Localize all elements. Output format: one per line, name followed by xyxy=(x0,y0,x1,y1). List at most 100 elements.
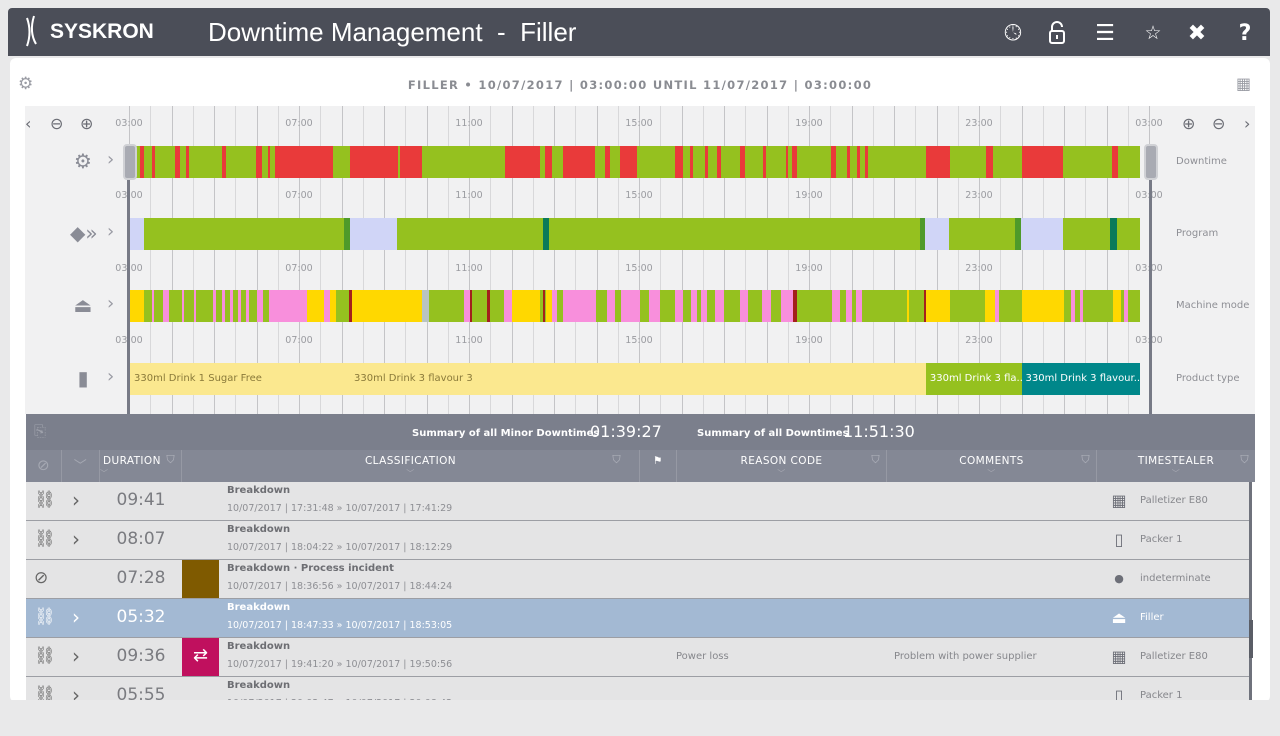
zoom-out-icon[interactable]: ⊖ xyxy=(50,114,64,133)
timeline-segment[interactable] xyxy=(716,146,722,178)
sort-icon[interactable]: ﹀ xyxy=(987,469,996,478)
timeline-segment[interactable] xyxy=(607,290,615,322)
timeline-segment[interactable] xyxy=(563,146,596,178)
timeline-segment[interactable] xyxy=(400,146,423,178)
timeline-segment[interactable] xyxy=(762,146,766,178)
flag-column-header[interactable]: ⚑ xyxy=(640,450,677,482)
timestealer-column-header[interactable]: TIMESTEALER ⛉ ﹀ xyxy=(1097,450,1255,482)
sort-icon[interactable]: ﹀ xyxy=(406,469,415,478)
link-icon[interactable]: ⛓ xyxy=(34,607,56,627)
timeline-segment[interactable] xyxy=(130,290,144,322)
table-row[interactable]: ⛓ › 09:36 ⇄ Breakdown 10/07/2017 | 19:41:20 »… xyxy=(26,638,1250,677)
table-row[interactable]: ⛓ › 08:07 Breakdown 10/07/2017 | 18:04:22 » … xyxy=(26,521,1250,560)
timeline-segment[interactable] xyxy=(792,290,797,322)
timeline-segment[interactable] xyxy=(740,290,749,322)
expand-all-icon[interactable]: ﹀ xyxy=(62,450,100,482)
scroll-left-icon[interactable]: ‹ xyxy=(25,114,32,133)
timeline-segment[interactable] xyxy=(323,290,331,322)
timeline-segment[interactable] xyxy=(1020,218,1064,250)
table-row[interactable]: ⊘ 07:28 Breakdown · Process incident 10/07/… xyxy=(26,560,1250,599)
timeline-segment[interactable] xyxy=(350,218,397,250)
timeline-segment[interactable] xyxy=(920,218,926,250)
timeline-segment[interactable] xyxy=(906,290,909,322)
timeline-segment[interactable] xyxy=(648,290,661,322)
filter-icon[interactable]: ⛉ xyxy=(166,453,175,466)
timeline-segment[interactable] xyxy=(175,146,180,178)
timeline-segment[interactable] xyxy=(306,290,324,322)
timeline-segment[interactable] xyxy=(194,290,197,322)
timeline-segment[interactable] xyxy=(740,146,746,178)
expand-row-chevron-icon[interactable]: › xyxy=(107,149,115,170)
star-icon[interactable]: ☆ xyxy=(1144,22,1162,44)
timeline-segment[interactable] xyxy=(780,290,793,322)
timeline-segment[interactable] xyxy=(512,290,540,322)
timeline-segment[interactable] xyxy=(675,146,683,178)
timeline-segment[interactable] xyxy=(221,146,227,178)
timeline-segment[interactable] xyxy=(352,290,423,322)
expand-row-chevron-icon[interactable]: › xyxy=(107,366,115,387)
expand-row-chevron-icon[interactable]: › xyxy=(107,221,115,242)
timeline-segment[interactable] xyxy=(1110,218,1118,250)
range-start-handle[interactable] xyxy=(123,144,137,180)
timeline-segment[interactable]: 330ml Drink 3 flavour 3 xyxy=(350,363,926,395)
timeline-segment[interactable] xyxy=(1123,290,1128,322)
timeline-segment[interactable] xyxy=(182,290,185,322)
timeline-segment[interactable] xyxy=(925,218,950,250)
timeline-segment[interactable] xyxy=(762,290,771,322)
settings-gear-icon[interactable]: ⚙ xyxy=(18,74,34,94)
timeline-segment[interactable] xyxy=(864,146,868,178)
table-row[interactable]: ⛓ › 05:32 Breakdown 10/07/2017 | 18:47:33 » … xyxy=(26,599,1250,638)
classification-column-header[interactable]: CLASSIFICATION ⛉ ﹀ xyxy=(182,450,640,482)
zoom-in-right-icon[interactable]: ⊕ xyxy=(1182,114,1196,133)
timeline-segment[interactable] xyxy=(269,290,307,322)
timeline-segment[interactable] xyxy=(1112,146,1118,178)
timeline-segment[interactable] xyxy=(923,290,926,322)
timeline-segment[interactable] xyxy=(675,290,683,322)
zoom-out-right-icon[interactable]: ⊖ xyxy=(1212,114,1226,133)
timeline-segment[interactable] xyxy=(274,146,333,178)
export-icon[interactable]: ⎘ xyxy=(34,422,47,440)
timeline-segment[interactable] xyxy=(503,290,513,322)
timeline-segment[interactable] xyxy=(422,290,430,322)
timeline-segment[interactable] xyxy=(1071,290,1076,322)
timeline-segment[interactable] xyxy=(238,290,241,322)
timeline-segment[interactable] xyxy=(704,146,708,178)
timeline-segment[interactable] xyxy=(546,290,552,322)
comments-column-header[interactable]: COMMENTS ⛉ ﹀ xyxy=(887,450,1097,482)
timeline-segment[interactable] xyxy=(469,290,472,322)
expand-chevron-icon[interactable]: › xyxy=(72,644,80,668)
timeline-segment[interactable] xyxy=(925,146,950,178)
timeline-segment[interactable] xyxy=(544,146,552,178)
timeline-segment[interactable] xyxy=(344,218,350,250)
timeline-segment[interactable] xyxy=(505,146,540,178)
expand-row-chevron-icon[interactable]: › xyxy=(107,293,115,314)
timeline-segment[interactable] xyxy=(542,290,545,322)
sort-icon[interactable]: ﹀ xyxy=(100,469,109,478)
scroll-right-icon[interactable]: › xyxy=(1244,114,1251,133)
timeline-segment[interactable] xyxy=(855,290,863,322)
timeline-segment[interactable] xyxy=(163,290,169,322)
edit-icon[interactable]: ⊘ xyxy=(34,568,49,588)
lock-icon[interactable] xyxy=(1042,18,1072,48)
timeline-segment[interactable] xyxy=(925,290,950,322)
timeline-segment[interactable] xyxy=(984,290,996,322)
expand-chevron-icon[interactable]: › xyxy=(72,527,80,551)
sort-icon[interactable]: ﹀ xyxy=(777,469,786,478)
duration-column-header[interactable]: DURATION ⛉ ﹀ xyxy=(100,450,182,482)
timeline-segment[interactable] xyxy=(230,290,234,322)
range-end-handle[interactable] xyxy=(1144,144,1158,180)
timeline-segment[interactable] xyxy=(140,146,144,178)
table-row[interactable]: ⛓ › 09:41 Breakdown 10/07/2017 | 17:31:48 » … xyxy=(26,482,1250,521)
timeline-segment[interactable] xyxy=(619,146,637,178)
timeline-segment[interactable] xyxy=(831,290,841,322)
reason-code-column-header[interactable]: REASON CODE ⛉ ﹀ xyxy=(677,450,887,482)
timeline-segment[interactable]: 330ml Drink 3 fla... xyxy=(925,363,1022,395)
timeline-segment[interactable] xyxy=(1015,218,1021,250)
calendar-icon[interactable]: ▦ xyxy=(1236,74,1252,93)
timeline-segment[interactable] xyxy=(690,290,698,322)
sort-icon[interactable]: ﹀ xyxy=(1171,469,1181,478)
filter-icon[interactable]: ⛉ xyxy=(1240,453,1249,466)
timeline-segment[interactable] xyxy=(255,146,263,178)
timeline-segment[interactable] xyxy=(786,146,788,178)
timeline-segment[interactable] xyxy=(542,218,550,250)
